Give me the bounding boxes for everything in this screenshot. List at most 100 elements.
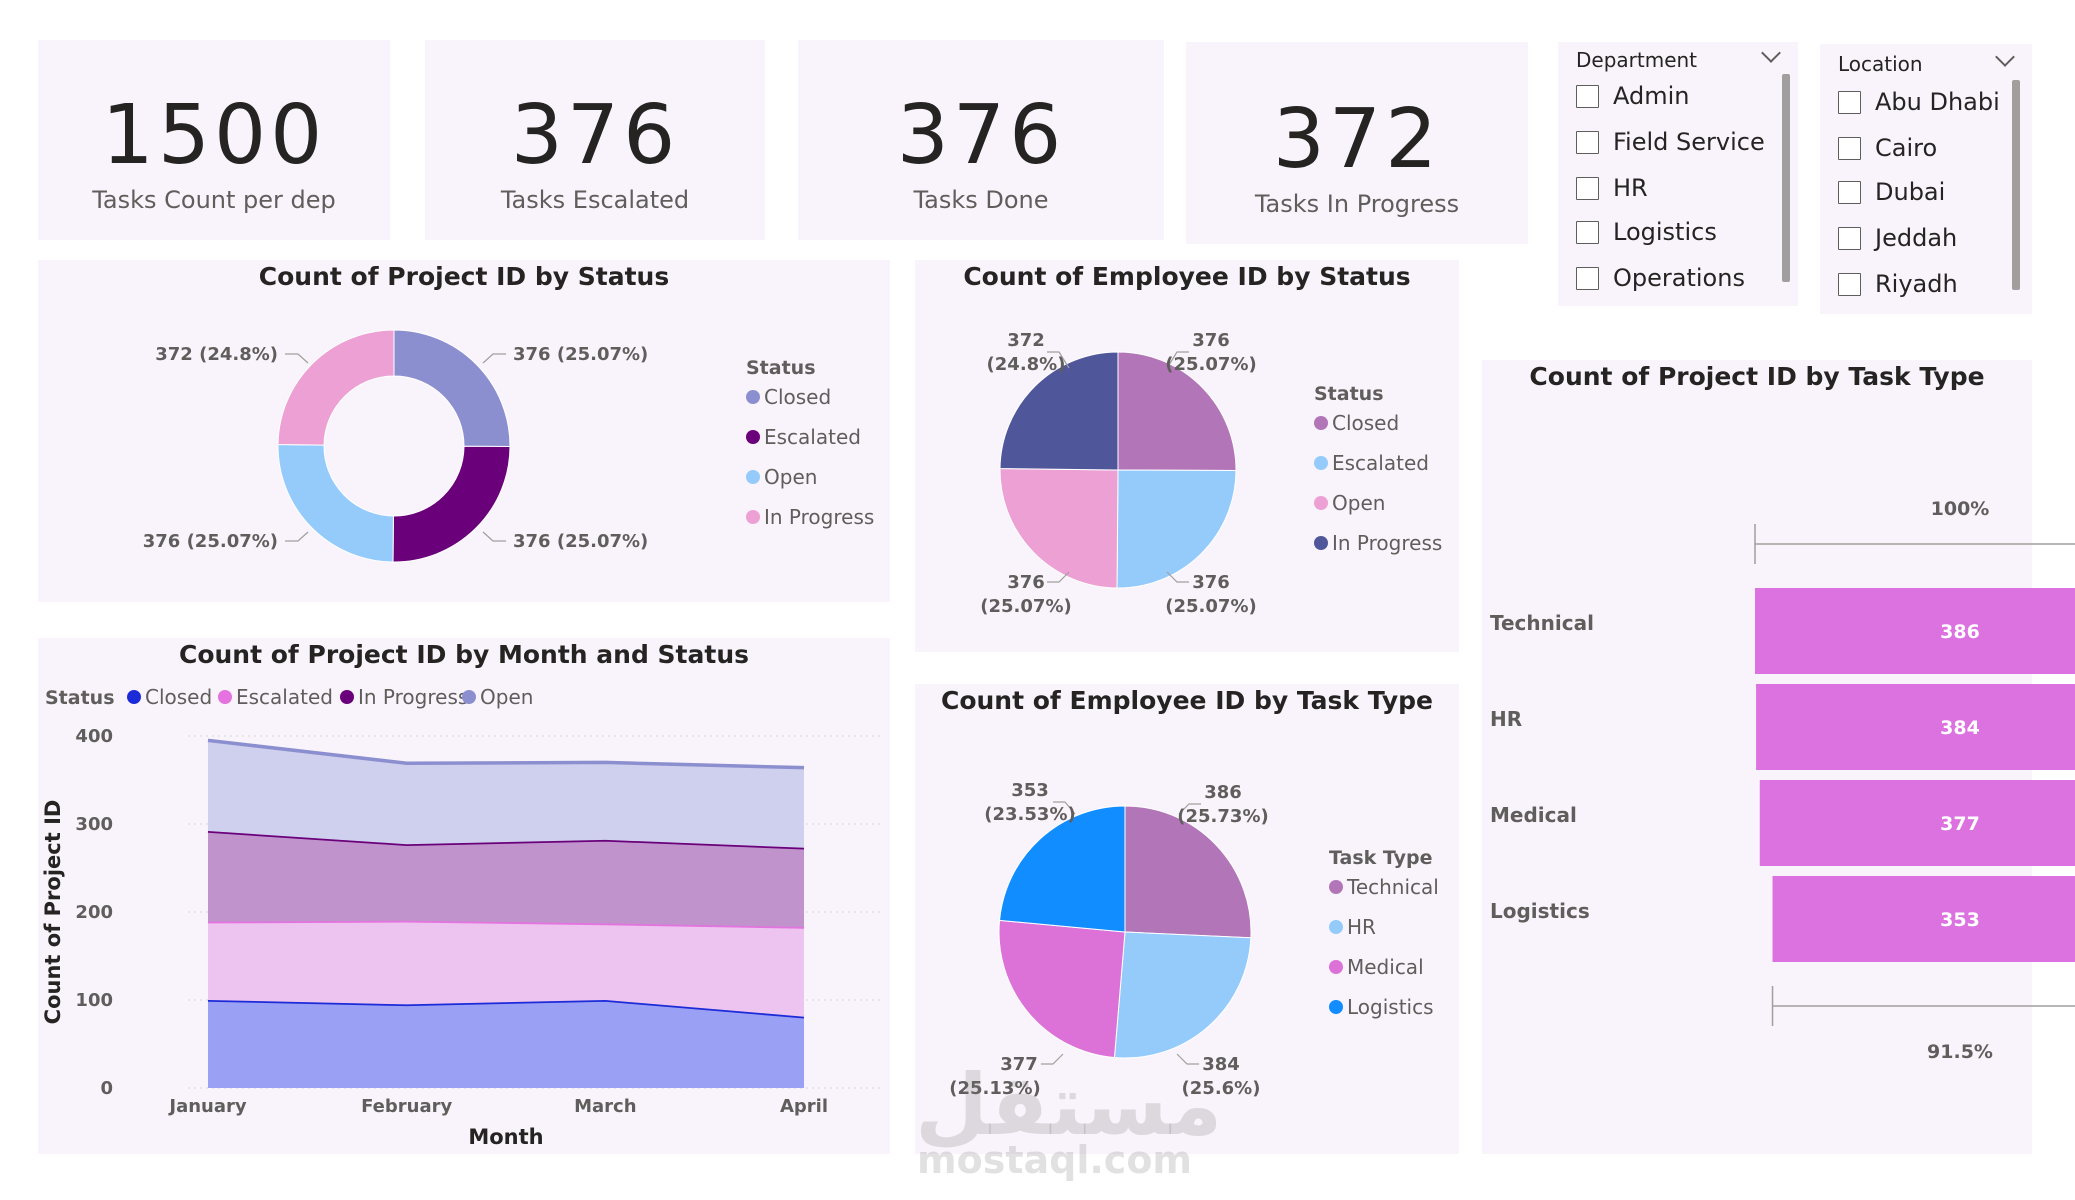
x-tick-label: February [361, 1096, 452, 1117]
chevron-down-icon[interactable] [1995, 47, 2015, 67]
data-label: (25.73%) [1177, 806, 1268, 827]
checkbox[interactable] [1576, 84, 1599, 108]
checkbox[interactable] [1838, 180, 1861, 204]
funnel-category-label: Technical [1490, 611, 1594, 635]
checkbox[interactable] [1576, 130, 1599, 154]
checkbox[interactable] [1576, 266, 1599, 290]
department-slicer[interactable]: Department Admin Field Service HR Logist… [1558, 42, 1798, 306]
scrollbar[interactable] [2012, 80, 2020, 290]
pie-slice [393, 329, 511, 447]
funnel-category-label: Logistics [1490, 899, 1590, 923]
pie-slice [1113, 931, 1252, 1059]
y-tick-label: 0 [100, 1078, 113, 1099]
kpi-card-tasks-in-progress: 372 Tasks In Progress [1186, 42, 1528, 244]
kpi-value: 372 [1272, 92, 1442, 187]
slicer-option-label: HR [1613, 174, 1648, 202]
chart-title: Count of Project ID by Month and Status [178, 640, 750, 669]
slicer-option-operations[interactable]: Operations [1576, 264, 1745, 292]
checkbox[interactable] [1576, 220, 1599, 244]
checkbox[interactable] [1838, 226, 1861, 250]
y-axis-label: Count of Project ID [41, 800, 65, 1025]
slicer-option-label: Abu Dhabi [1875, 88, 2000, 116]
data-label: 384 [1202, 1054, 1240, 1075]
data-label: (25.07%) [1165, 354, 1256, 375]
leader-line [1047, 351, 1070, 369]
legend-label: In Progress [764, 505, 874, 529]
chevron-down-icon[interactable] [1761, 43, 1781, 63]
pie-slice [999, 468, 1119, 589]
legend-marker [1329, 960, 1343, 974]
slicer-option-dubai[interactable]: Dubai [1838, 178, 1945, 206]
checkbox[interactable] [1838, 90, 1861, 114]
checkbox[interactable] [1838, 136, 1861, 160]
slicer-option-field-service[interactable]: Field Service [1576, 128, 1765, 156]
funnel-chart-panel: Count of Project ID by Task Type 100% 386… [1482, 360, 2075, 1154]
legend-marker [1314, 496, 1328, 510]
legend-marker [1314, 416, 1328, 430]
slicer-option-logistics[interactable]: Logistics [1576, 218, 1717, 246]
donut-chart-panel: Count of Project ID by Status 376 (25.07… [38, 260, 890, 602]
data-label: (25.07%) [980, 596, 1071, 617]
legend-marker [462, 690, 476, 704]
y-tick-label: 300 [75, 814, 113, 835]
slicer-option-cairo[interactable]: Cairo [1838, 134, 1937, 162]
funnel-bar [1759, 780, 2075, 866]
chart-title: Count of Employee ID by Task Type [940, 686, 1433, 715]
kpi-card-tasks-escalated: 376 Tasks Escalated [425, 40, 765, 240]
kpi-value: 376 [896, 88, 1066, 183]
slicer-option-label: Dubai [1875, 178, 1946, 206]
slicer-option-jeddah[interactable]: Jeddah [1838, 224, 1957, 252]
kpi-label: Tasks Done [913, 186, 1049, 214]
data-label: 372 [1007, 330, 1045, 351]
funnel-category-label: Medical [1490, 803, 1577, 827]
kpi-value: 376 [510, 88, 680, 183]
chart-title: Count of Project ID by Status [258, 262, 670, 291]
x-tick-label: March [574, 1096, 636, 1117]
data-label: 386 [1204, 782, 1242, 803]
area-band [208, 740, 804, 848]
funnel-category-label: HR [1490, 707, 1522, 731]
funnel-chart: 100% 386 Technical 384 HR 377 Medical 353 Logist… [1490, 498, 2075, 1063]
data-label: (24.8%) [987, 354, 1066, 375]
leader-line [482, 531, 506, 542]
legend-label: Open [764, 465, 817, 489]
legend-marker [746, 430, 760, 444]
legend-marker [1314, 456, 1328, 470]
slicer-option-admin[interactable]: Admin [1576, 82, 1690, 110]
legend-title: Status [45, 687, 115, 709]
kpi-label: Tasks In Progress [1254, 190, 1460, 218]
checkbox[interactable] [1576, 176, 1599, 200]
chart-title: Count of Employee ID by Status [963, 262, 1411, 291]
legend-label: Closed [145, 685, 212, 709]
location-slicer[interactable]: Location Abu Dhabi Cairo Dubai Jeddah Ri… [1820, 44, 2032, 314]
legend-label: Closed [1332, 411, 1399, 435]
data-label: 377 [1000, 1054, 1038, 1075]
slicer-option-abu-dhabi[interactable]: Abu Dhabi [1838, 88, 2000, 116]
funnel-bar [1755, 588, 2075, 674]
y-tick-label: 200 [75, 902, 113, 923]
legend-marker [340, 690, 354, 704]
leader-line [1176, 1053, 1199, 1065]
slicer-option-riyadh[interactable]: Riyadh [1838, 270, 1958, 298]
y-tick-label: 100 [75, 990, 113, 1011]
area-chart: Status Closed Escalated In Progress Open 0 100… [41, 685, 884, 1149]
leader-line [1166, 571, 1189, 583]
slicer-option-hr[interactable]: HR [1576, 174, 1648, 202]
scrollbar[interactable] [1782, 74, 1790, 282]
checkbox[interactable] [1838, 272, 1861, 296]
employee-task-pie-chart: 386 (25.73%) 384 (25.6%) 377 (25.13%) 353 (23.5… [949, 780, 1439, 1099]
data-label: (25.6%) [1182, 1078, 1261, 1099]
data-label: 376 (25.07%) [513, 531, 648, 552]
pie-slice [392, 445, 511, 563]
area-chart-panel: Count of Project ID by Month and Status … [38, 638, 890, 1154]
funnel-value-label: 384 [1940, 717, 1980, 739]
leader-line [285, 353, 309, 364]
employee-task-pie-panel: Count of Employee ID by Task Type 386 (25… [915, 684, 1459, 1154]
pie-slice [1117, 351, 1237, 471]
legend-label: Open [1332, 491, 1385, 515]
leader-line [482, 353, 506, 364]
x-axis-label: Month [468, 1125, 543, 1149]
data-label: 376 [1192, 330, 1230, 351]
employee-status-pie-panel: Count of Employee ID by Status 376 (25.07… [915, 260, 1459, 652]
pie-slice [277, 329, 395, 446]
